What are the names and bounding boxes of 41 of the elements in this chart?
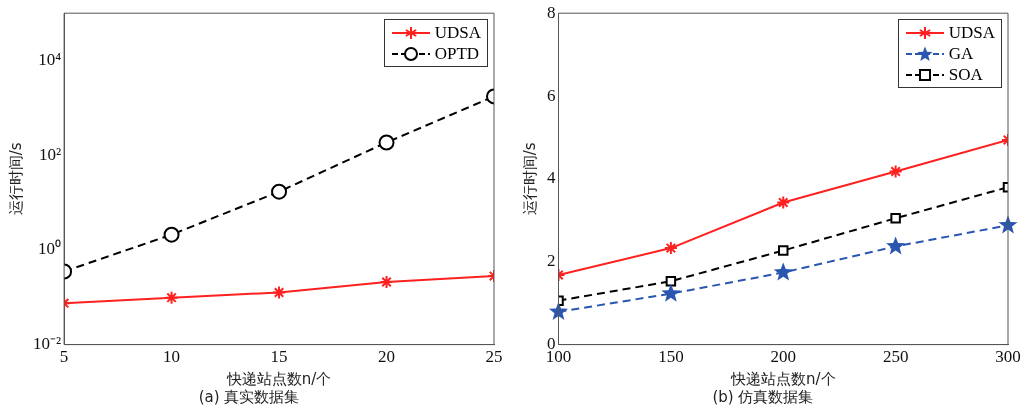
y-tick-label: 10⁴ <box>38 50 62 70</box>
point <box>272 285 287 300</box>
y-axis-title: 运行时间/s <box>6 142 25 216</box>
point <box>778 245 789 256</box>
y-tick-label: 4 <box>547 168 556 188</box>
point <box>890 213 901 224</box>
point <box>665 275 677 287</box>
y-tick-label: 6 <box>547 85 556 105</box>
y-tick-label: 10⁻² <box>32 334 62 354</box>
text: (b) 仿真数据集 <box>712 387 814 406</box>
y-tick-label: 10⁰ <box>38 239 62 259</box>
y-tick-label: 8 <box>547 2 556 22</box>
x-axis-title: 快递站点数n/个 <box>225 369 332 388</box>
legend-label: SOA <box>948 64 983 86</box>
x-tick-label: 5 <box>59 347 69 367</box>
x-axis-title: 快递站点数n/个 <box>729 369 836 388</box>
x-tick-label: 250 <box>882 347 909 367</box>
y-axis-title: 运行时间/s <box>520 142 539 216</box>
point <box>271 183 288 200</box>
point <box>663 241 678 256</box>
y-tick-label: 2 <box>547 251 556 271</box>
y-tick-label: 10² <box>38 144 62 164</box>
point <box>379 275 394 289</box>
x-tick-label: 10 <box>163 347 181 367</box>
point <box>378 134 395 151</box>
x-tick-label: 25 <box>485 347 503 367</box>
text: (a) 真实数据集 <box>198 387 300 406</box>
point <box>886 236 906 255</box>
legend-label: UDSA <box>948 22 995 44</box>
legend-label: UDSA <box>434 22 481 44</box>
x-tick-label: 300 <box>995 347 1021 367</box>
x-tick-label: 200 <box>770 347 796 367</box>
point <box>661 283 681 302</box>
x-tick-label: 150 <box>658 347 684 367</box>
point <box>776 195 791 210</box>
x-tick-label: 20 <box>378 347 396 367</box>
x-tick-label: 15 <box>270 347 288 367</box>
legend-label: GA <box>948 43 974 65</box>
point <box>888 164 903 179</box>
point <box>773 262 793 281</box>
legend-label: OPTD <box>434 43 480 65</box>
